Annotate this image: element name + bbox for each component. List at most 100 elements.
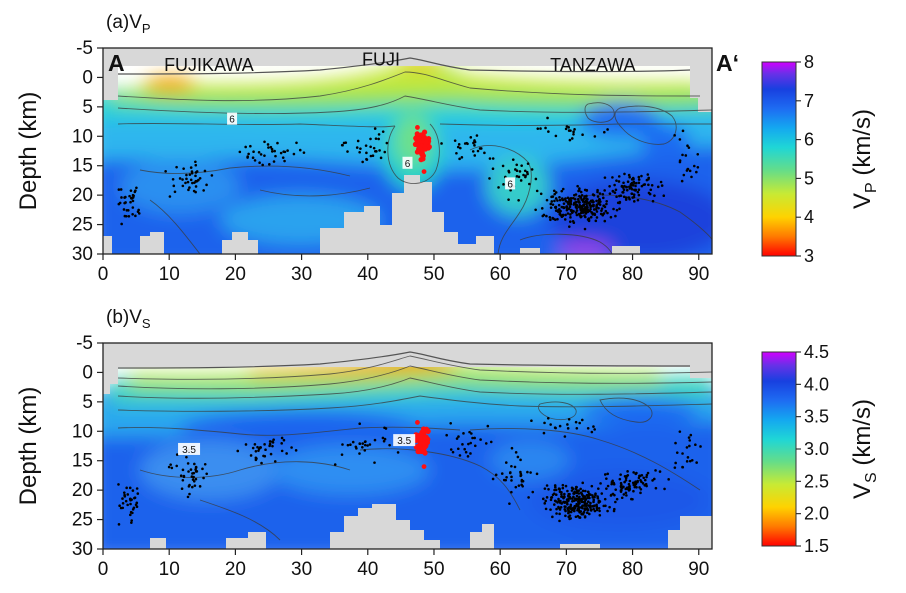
- hypocenter-dot: [202, 476, 205, 480]
- hypocenter-dot: [515, 163, 519, 167]
- hypocenter-dot: [572, 210, 575, 213]
- hypocenter-dot: [567, 515, 570, 519]
- hypocenter-dot: [460, 156, 464, 159]
- hypocenter-dot: [557, 203, 561, 207]
- hypocenter-dot: [572, 221, 576, 224]
- hypocenter-dot: [587, 492, 591, 496]
- hypocenter-dot: [569, 129, 572, 132]
- hypocenter-dot: [576, 184, 579, 188]
- hypocenter-dot: [598, 198, 601, 201]
- hypocenter-dot: [136, 492, 140, 495]
- hypocenter-dot: [366, 444, 369, 447]
- hypocenter-dot: [257, 449, 260, 452]
- hypocenter-dot: [645, 473, 649, 477]
- hypocenter-dot: [302, 151, 306, 154]
- hypocenter-dot: [283, 159, 286, 163]
- hypocenter-dot: [192, 189, 196, 193]
- hypocenter-dot: [620, 185, 624, 188]
- x-tick-label: 10: [159, 559, 180, 580]
- hypocenter-dot: [539, 127, 542, 130]
- lfe-dot: [415, 125, 420, 130]
- lfe-dot: [417, 145, 423, 151]
- hypocenter-dot: [547, 130, 550, 133]
- hypocenter-dot: [586, 490, 590, 494]
- hypocenter-dot: [641, 482, 645, 485]
- hypocenter-dot: [609, 494, 613, 497]
- hypocenter-dot: [346, 150, 349, 153]
- hypocenter-dot: [575, 213, 579, 217]
- hypocenter-dot: [463, 447, 466, 451]
- hypocenter-dot: [471, 150, 475, 153]
- hypocenter-dot: [560, 490, 563, 494]
- hypocenter-dot: [520, 483, 523, 487]
- hypocenter-dot: [593, 135, 597, 138]
- hypocenter-dot: [257, 151, 261, 154]
- hypocenter-dot: [194, 185, 198, 188]
- colorbar-tick-label: 1.5: [804, 536, 829, 556]
- hypocenter-dot: [635, 485, 638, 489]
- hypocenter-dot: [491, 167, 495, 171]
- hypocenter-dot: [175, 464, 179, 468]
- hypocenter-dot: [579, 506, 583, 509]
- lfe-dot: [421, 464, 427, 469]
- hypocenter-dot: [548, 216, 552, 219]
- hypocenter-dot: [508, 502, 511, 505]
- hypocenter-dot: [205, 183, 208, 187]
- hypocenter-dot: [647, 183, 650, 187]
- hypocenter-dot: [570, 489, 574, 492]
- hypocenter-dot: [453, 139, 457, 142]
- hypocenter-dot: [378, 149, 381, 152]
- hypocenter-dot: [634, 188, 638, 192]
- hypocenter-dot: [580, 209, 583, 212]
- hypocenter-dot: [651, 199, 655, 203]
- hypocenter-dot: [653, 477, 656, 481]
- hypocenter-dot: [640, 473, 644, 477]
- colorbar-tick-label: 4.0: [804, 374, 829, 394]
- hypocenter-dot: [596, 496, 600, 500]
- hypocenter-dot: [369, 145, 372, 149]
- hypocenter-dot: [585, 202, 588, 206]
- hypocenter-dot: [628, 479, 632, 483]
- hypocenter-dot: [464, 450, 468, 454]
- vp-lfe-events: [412, 125, 432, 175]
- vp-y-axis-label: Depth (km): [15, 92, 42, 211]
- hypocenter-dot: [586, 218, 590, 221]
- hypocenter-dot: [637, 178, 641, 181]
- hypocenter-dot: [575, 203, 579, 207]
- hypocenter-dot: [592, 498, 596, 502]
- hypocenter-dot: [134, 503, 138, 507]
- hypocenter-dot: [461, 443, 464, 446]
- hypocenter-dot: [623, 474, 627, 478]
- hypocenter-dot: [251, 446, 255, 450]
- hypocenter-dot: [654, 486, 658, 490]
- hypocenter-dot: [457, 143, 461, 146]
- y-tick-label: 10: [72, 126, 93, 147]
- hypocenter-dot: [678, 138, 682, 141]
- hypocenter-dot: [637, 476, 641, 480]
- contour-label: 6: [507, 179, 513, 190]
- hypocenter-dot: [660, 184, 664, 187]
- hypocenter-dot: [567, 506, 571, 509]
- hypocenter-dot: [469, 452, 472, 455]
- hypocenter-dot: [128, 194, 131, 198]
- hypocenter-dot: [194, 179, 198, 183]
- hypocenter-dot: [164, 169, 167, 173]
- hypocenter-dot: [622, 188, 626, 192]
- hypocenter-dot: [201, 467, 204, 471]
- hypocenter-dot: [546, 116, 549, 120]
- hypocenter-dot: [640, 480, 643, 484]
- hypocenter-dot: [456, 145, 460, 149]
- hypocenter-dot: [569, 510, 572, 514]
- hypocenter-dot: [189, 166, 193, 169]
- hypocenter-dot: [579, 190, 583, 194]
- hypocenter-dot: [605, 202, 608, 206]
- hypocenter-dot: [627, 482, 631, 486]
- hypocenter-dot: [272, 438, 275, 441]
- hypocenter-dot: [567, 207, 571, 211]
- hypocenter-dot: [591, 496, 595, 499]
- hypocenter-dot: [562, 496, 565, 500]
- hypocenter-dot: [558, 519, 561, 523]
- hypocenter-dot: [608, 192, 612, 195]
- hypocenter-dot: [567, 511, 570, 515]
- hypocenter-dot: [123, 493, 126, 497]
